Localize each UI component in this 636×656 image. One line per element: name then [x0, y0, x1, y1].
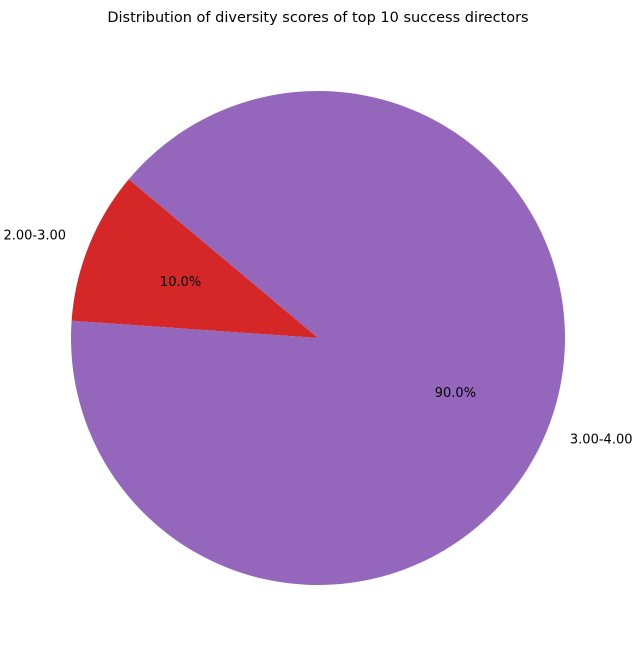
- slice-percent-label: 90.0%: [435, 386, 476, 401]
- pie-labels: 2.00-3.00 10.0% 3.00-4.00 90.0%: [3, 229, 632, 448]
- slice-percent-label: 10.0%: [160, 275, 201, 290]
- slice-label: 2.00-3.00: [3, 229, 66, 244]
- pie-slice-3.00-4.00: [71, 90, 565, 585]
- chart-title: Distribution of diversity scores of top …: [107, 10, 528, 26]
- pie-slices: [71, 90, 565, 585]
- pie-slice-2.00-3.00: [71, 179, 318, 338]
- slice-label: 3.00-4.00: [570, 432, 633, 447]
